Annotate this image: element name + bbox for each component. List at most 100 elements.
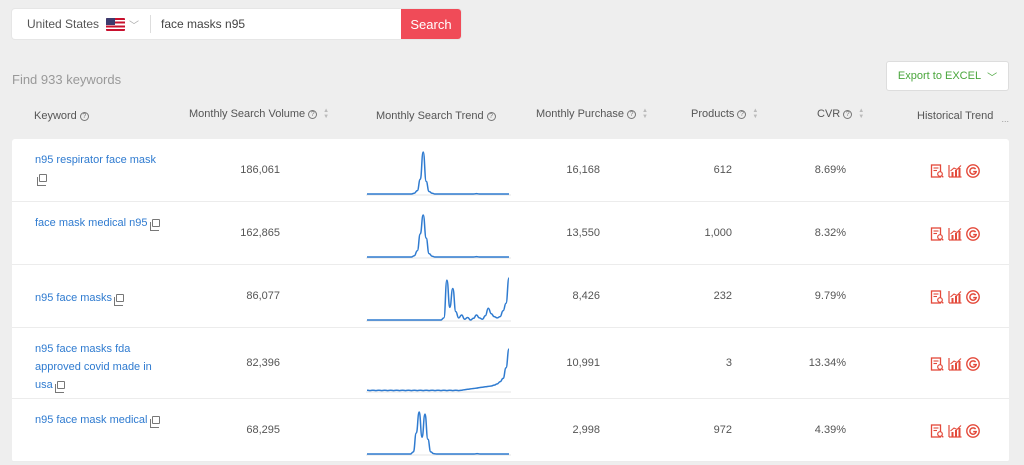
google-icon[interactable] bbox=[966, 164, 980, 178]
volume-cell: 68,295 bbox=[246, 424, 280, 436]
history-icons bbox=[930, 164, 980, 178]
help-icon[interactable]: ? bbox=[308, 109, 318, 119]
export-button[interactable]: Export to EXCEL ﹀ bbox=[886, 61, 1009, 91]
table-row: face mask medical n95 162,865 13,550 1,0… bbox=[12, 202, 1009, 265]
col-trend[interactable]: Monthly Search Trend? bbox=[376, 110, 496, 122]
copy-icon[interactable] bbox=[149, 219, 160, 232]
search-button[interactable]: Search bbox=[401, 9, 461, 39]
keyword-text[interactable]: n95 face mask medical bbox=[35, 414, 148, 426]
us-flag-icon bbox=[106, 17, 125, 31]
purchase-cell: 8,426 bbox=[572, 290, 600, 302]
chevron-down-icon: ﹀ bbox=[987, 72, 998, 84]
bar-chart-icon[interactable] bbox=[948, 357, 962, 371]
copy-icon[interactable] bbox=[114, 294, 125, 307]
help-icon[interactable]: ? bbox=[486, 111, 496, 121]
history-icons bbox=[930, 227, 980, 241]
col-products-label: Products bbox=[691, 108, 735, 120]
google-icon[interactable] bbox=[966, 290, 980, 304]
sparkline-path bbox=[366, 348, 510, 392]
flag-dropdown[interactable]: ﹀ bbox=[106, 17, 150, 32]
keyword-table: n95 respirator face mask 186,061 16,168 … bbox=[12, 139, 1009, 462]
report-icon[interactable] bbox=[930, 424, 944, 438]
trend-sparkline[interactable] bbox=[366, 408, 511, 458]
table-header: Keyword? Monthly Search Volume? ▲ ▼ Month… bbox=[12, 100, 1009, 132]
bar-chart-icon[interactable] bbox=[948, 290, 962, 304]
help-icon[interactable]: ? bbox=[627, 109, 637, 119]
trend-sparkline[interactable] bbox=[366, 148, 511, 198]
keyword-text[interactable]: n95 face masks fda approved covid made i… bbox=[35, 343, 152, 391]
volume-cell: 82,396 bbox=[246, 357, 280, 369]
col-trend-label: Monthly Search Trend bbox=[376, 110, 484, 122]
export-label: Export to EXCEL bbox=[897, 70, 982, 82]
keyword-count: Find 933 keywords bbox=[12, 72, 122, 87]
trend-sparkline[interactable] bbox=[366, 211, 511, 261]
bar-chart-icon[interactable] bbox=[948, 424, 962, 438]
keyword-text[interactable]: n95 respirator face mask bbox=[35, 154, 157, 166]
col-cvr[interactable]: CVR? ▲ ▼ bbox=[817, 108, 864, 120]
keyword-link[interactable]: n95 face masks fda approved covid made i… bbox=[35, 340, 163, 394]
products-cell: 3 bbox=[725, 357, 732, 369]
table-row: n95 respirator face mask 186,061 16,168 … bbox=[12, 139, 1009, 202]
bar-chart-icon[interactable] bbox=[948, 227, 962, 241]
help-icon[interactable]: ? bbox=[79, 111, 89, 121]
keyword-link[interactable]: n95 face masks bbox=[35, 289, 163, 307]
purchase-cell: 10,991 bbox=[566, 357, 600, 369]
google-icon[interactable] bbox=[966, 227, 980, 241]
col-cvr-label: CVR bbox=[817, 108, 841, 120]
sort-icon[interactable]: ▲ ▼ bbox=[642, 108, 648, 120]
trend-sparkline[interactable] bbox=[366, 274, 511, 324]
history-icons bbox=[930, 424, 980, 438]
sort-icon[interactable]: ▲ ▼ bbox=[323, 108, 330, 120]
sparkline-path bbox=[367, 214, 509, 258]
cvr-cell: 9.79% bbox=[814, 290, 846, 302]
col-volume-label: Monthly Search Volume bbox=[189, 108, 306, 120]
cvr-cell: 13.34% bbox=[808, 357, 846, 369]
products-cell: 1,000 bbox=[704, 227, 732, 239]
sort-icon[interactable]: ▲ ▼ bbox=[752, 108, 759, 120]
help-icon[interactable]: ? bbox=[843, 109, 853, 119]
copy-icon[interactable] bbox=[37, 174, 47, 187]
country-select[interactable]: United States bbox=[27, 17, 100, 31]
volume-cell: 86,077 bbox=[246, 290, 280, 302]
history-icons bbox=[930, 290, 980, 304]
more-icon[interactable]: ... bbox=[1001, 114, 1009, 124]
keyword-link[interactable]: n95 face mask medical bbox=[35, 411, 163, 429]
cvr-cell: 8.32% bbox=[814, 227, 846, 239]
trend-sparkline[interactable] bbox=[366, 345, 511, 395]
keyword-link[interactable]: face mask medical n95 bbox=[35, 214, 163, 232]
report-icon[interactable] bbox=[930, 164, 944, 178]
purchase-cell: 2,998 bbox=[572, 424, 600, 436]
keyword-text[interactable]: n95 face masks bbox=[35, 292, 113, 304]
keyword-text[interactable]: face mask medical n95 bbox=[35, 217, 148, 229]
chevron-down-icon: ﹀ bbox=[129, 20, 139, 32]
help-icon[interactable]: ? bbox=[737, 109, 747, 119]
col-keyword[interactable]: Keyword? bbox=[34, 110, 89, 122]
sparkline-path bbox=[367, 411, 509, 455]
sort-icon[interactable]: ▲ ▼ bbox=[858, 108, 865, 120]
volume-cell: 162,865 bbox=[240, 227, 280, 239]
keyword-link[interactable]: n95 respirator face mask bbox=[35, 151, 163, 187]
copy-icon[interactable] bbox=[149, 416, 160, 429]
divider bbox=[150, 15, 151, 33]
report-icon[interactable] bbox=[930, 290, 944, 304]
col-products[interactable]: Products? ▲ ▼ bbox=[691, 108, 758, 120]
google-icon[interactable] bbox=[966, 357, 980, 371]
col-history-label: Historical Trend bbox=[917, 110, 994, 122]
products-cell: 612 bbox=[713, 164, 732, 176]
report-icon[interactable] bbox=[930, 227, 944, 241]
google-icon[interactable] bbox=[966, 424, 980, 438]
volume-cell: 186,061 bbox=[240, 164, 280, 176]
products-cell: 232 bbox=[713, 290, 732, 302]
col-volume[interactable]: Monthly Search Volume? ▲ ▼ bbox=[189, 108, 329, 120]
search-input[interactable]: face masks n95 bbox=[161, 17, 246, 31]
products-cell: 972 bbox=[713, 424, 732, 436]
sparkline-path bbox=[367, 151, 509, 195]
search-bar: United States ﹀ face masks n95 Search bbox=[12, 9, 461, 39]
report-icon[interactable] bbox=[930, 357, 944, 371]
cvr-cell: 4.39% bbox=[814, 424, 846, 436]
col-purchase-label: Monthly Purchase bbox=[536, 108, 625, 120]
bar-chart-icon[interactable] bbox=[948, 164, 962, 178]
table-row: n95 face masks 86,077 8,426 232 9.79% bbox=[12, 265, 1009, 328]
col-purchase[interactable]: Monthly Purchase? ▲ ▼ bbox=[536, 108, 648, 120]
copy-icon[interactable] bbox=[54, 381, 65, 394]
